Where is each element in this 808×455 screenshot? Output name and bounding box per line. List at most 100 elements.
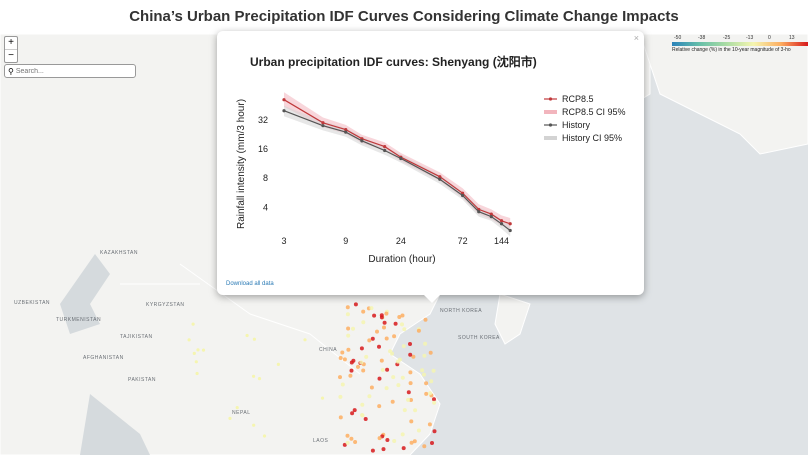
city-marker[interactable]: [361, 320, 366, 325]
city-marker[interactable]: [342, 442, 347, 447]
city-marker[interactable]: [191, 322, 195, 326]
city-marker[interactable]: [393, 321, 398, 326]
city-marker[interactable]: [359, 346, 364, 351]
download-all-data-link[interactable]: Download all data: [226, 281, 274, 287]
city-marker[interactable]: [252, 337, 256, 341]
city-marker[interactable]: [377, 436, 382, 441]
city-marker[interactable]: [390, 399, 395, 404]
city-marker[interactable]: [377, 404, 382, 409]
city-marker[interactable]: [345, 433, 350, 438]
city-marker[interactable]: [424, 391, 429, 396]
city-marker[interactable]: [370, 448, 375, 453]
city-marker[interactable]: [422, 353, 427, 358]
city-marker[interactable]: [350, 411, 355, 416]
city-marker[interactable]: [400, 322, 404, 327]
city-marker[interactable]: [428, 350, 433, 355]
search-input[interactable]: [13, 67, 118, 75]
city-marker[interactable]: [388, 349, 393, 354]
city-marker[interactable]: [353, 440, 358, 444]
city-marker[interactable]: [372, 313, 377, 318]
city-marker[interactable]: [379, 358, 384, 363]
city-marker[interactable]: [375, 329, 379, 334]
zoom-in-button[interactable]: +: [8, 37, 14, 48]
city-marker[interactable]: [381, 447, 386, 452]
city-marker[interactable]: [406, 390, 411, 395]
city-marker[interactable]: [338, 394, 343, 399]
city-marker[interactable]: [194, 360, 198, 364]
city-marker[interactable]: [385, 438, 390, 442]
city-marker[interactable]: [427, 422, 432, 427]
city-marker[interactable]: [349, 368, 354, 373]
city-marker[interactable]: [396, 383, 401, 388]
city-marker[interactable]: [411, 354, 416, 359]
city-marker[interactable]: [345, 312, 350, 317]
city-marker[interactable]: [369, 306, 374, 311]
city-marker[interactable]: [353, 302, 358, 307]
city-marker[interactable]: [342, 357, 347, 362]
city-marker[interactable]: [408, 370, 413, 375]
city-marker[interactable]: [413, 408, 418, 413]
city-marker[interactable]: [361, 368, 366, 373]
city-marker[interactable]: [348, 373, 353, 378]
city-marker[interactable]: [196, 348, 200, 352]
city-marker[interactable]: [429, 379, 434, 384]
city-marker[interactable]: [408, 352, 413, 357]
city-marker[interactable]: [432, 400, 437, 405]
city-marker[interactable]: [384, 311, 389, 316]
close-button[interactable]: ×: [633, 33, 639, 43]
city-marker[interactable]: [320, 396, 325, 400]
city-marker[interactable]: [430, 441, 434, 445]
city-marker[interactable]: [422, 444, 427, 449]
city-marker[interactable]: [252, 423, 256, 427]
city-marker[interactable]: [379, 313, 384, 318]
city-marker[interactable]: [432, 429, 437, 434]
city-marker[interactable]: [201, 348, 206, 352]
city-marker[interactable]: [397, 357, 402, 362]
city-marker[interactable]: [377, 344, 381, 349]
city-marker[interactable]: [228, 416, 232, 420]
city-marker[interactable]: [380, 367, 385, 372]
city-marker[interactable]: [397, 315, 402, 319]
city-marker[interactable]: [245, 333, 249, 338]
city-marker[interactable]: [192, 351, 196, 355]
city-marker[interactable]: [276, 362, 280, 366]
city-marker[interactable]: [392, 334, 397, 339]
city-marker[interactable]: [361, 309, 366, 314]
city-marker[interactable]: [195, 371, 199, 376]
city-marker[interactable]: [364, 354, 369, 359]
city-marker[interactable]: [351, 358, 356, 363]
city-marker[interactable]: [384, 386, 389, 391]
city-marker[interactable]: [356, 364, 360, 369]
city-marker[interactable]: [428, 391, 433, 396]
city-marker[interactable]: [340, 382, 345, 387]
city-marker[interactable]: [369, 385, 374, 390]
city-marker[interactable]: [235, 406, 239, 410]
city-marker[interactable]: [391, 375, 396, 380]
city-marker[interactable]: [352, 408, 357, 413]
city-marker[interactable]: [402, 408, 407, 413]
city-marker[interactable]: [408, 381, 413, 386]
city-marker[interactable]: [384, 336, 389, 341]
city-marker[interactable]: [340, 350, 345, 355]
city-marker[interactable]: [338, 356, 343, 360]
search-box[interactable]: ⚲: [4, 64, 136, 78]
city-marker[interactable]: [409, 398, 413, 402]
city-marker[interactable]: [416, 328, 421, 333]
city-marker[interactable]: [363, 417, 368, 421]
city-marker[interactable]: [385, 367, 390, 372]
city-marker[interactable]: [351, 326, 355, 331]
city-marker[interactable]: [360, 413, 365, 417]
city-marker[interactable]: [345, 440, 350, 445]
city-marker[interactable]: [423, 317, 428, 322]
city-marker[interactable]: [432, 397, 436, 402]
city-marker[interactable]: [406, 397, 411, 402]
city-marker[interactable]: [422, 372, 426, 377]
city-marker[interactable]: [359, 360, 364, 365]
city-marker[interactable]: [338, 375, 342, 380]
city-marker[interactable]: [346, 326, 351, 331]
city-marker[interactable]: [400, 375, 405, 380]
city-marker[interactable]: [431, 368, 436, 373]
city-marker[interactable]: [370, 336, 375, 341]
city-marker[interactable]: [400, 313, 405, 318]
city-marker[interactable]: [252, 374, 256, 378]
